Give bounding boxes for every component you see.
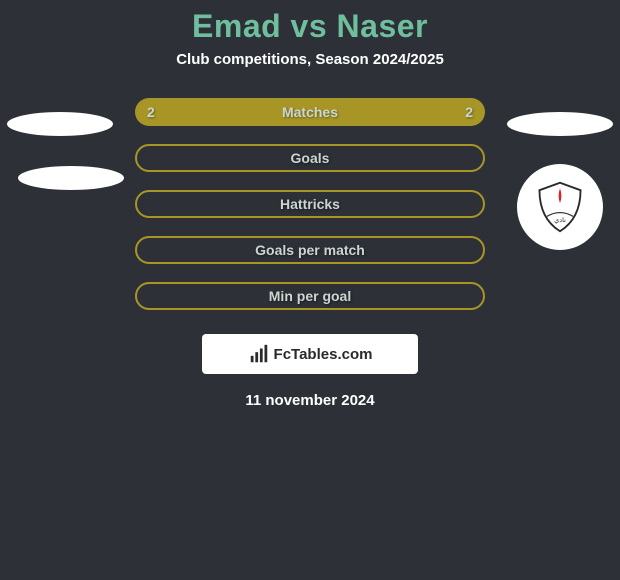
bar-hattricks-label: Hattricks — [280, 196, 340, 212]
placeholder-badge-icon — [7, 112, 113, 136]
bar-goals-per-match: Goals per match — [135, 236, 485, 264]
snapshot-date: 11 november 2024 — [0, 392, 620, 409]
page-subtitle: Club competitions, Season 2024/2025 — [0, 51, 620, 68]
placeholder-badge-icon — [507, 112, 613, 136]
svg-text:نادي: نادي — [554, 216, 566, 224]
page-title: Emad vs Naser — [0, 0, 620, 45]
bar-goals: Goals — [135, 144, 485, 172]
comparison-content: نادي 2 Matches 2 Goals Hattricks Goals p… — [0, 98, 620, 409]
bar-chart-icon — [248, 343, 270, 365]
bar-min-per-goal: Min per goal — [135, 282, 485, 310]
club-crest-icon: نادي — [517, 164, 603, 250]
brand-text: FcTables.com — [274, 346, 373, 363]
bar-hattricks: Hattricks — [135, 190, 485, 218]
right-player-badges: نادي — [500, 98, 620, 136]
bar-matches-left-value: 2 — [147, 104, 155, 120]
brand-badge: FcTables.com — [202, 334, 418, 374]
left-player-badges — [0, 98, 120, 190]
bar-gpm-label: Goals per match — [255, 242, 365, 258]
bar-matches-label: Matches — [282, 104, 338, 120]
placeholder-badge-icon — [18, 166, 124, 190]
bar-goals-label: Goals — [291, 150, 330, 166]
bar-matches-right-value: 2 — [465, 104, 473, 120]
comparison-bars: 2 Matches 2 Goals Hattricks Goals per ma… — [135, 98, 485, 310]
shield-icon: نادي — [532, 179, 588, 235]
bar-mpg-label: Min per goal — [269, 288, 351, 304]
bar-matches: 2 Matches 2 — [135, 98, 485, 126]
